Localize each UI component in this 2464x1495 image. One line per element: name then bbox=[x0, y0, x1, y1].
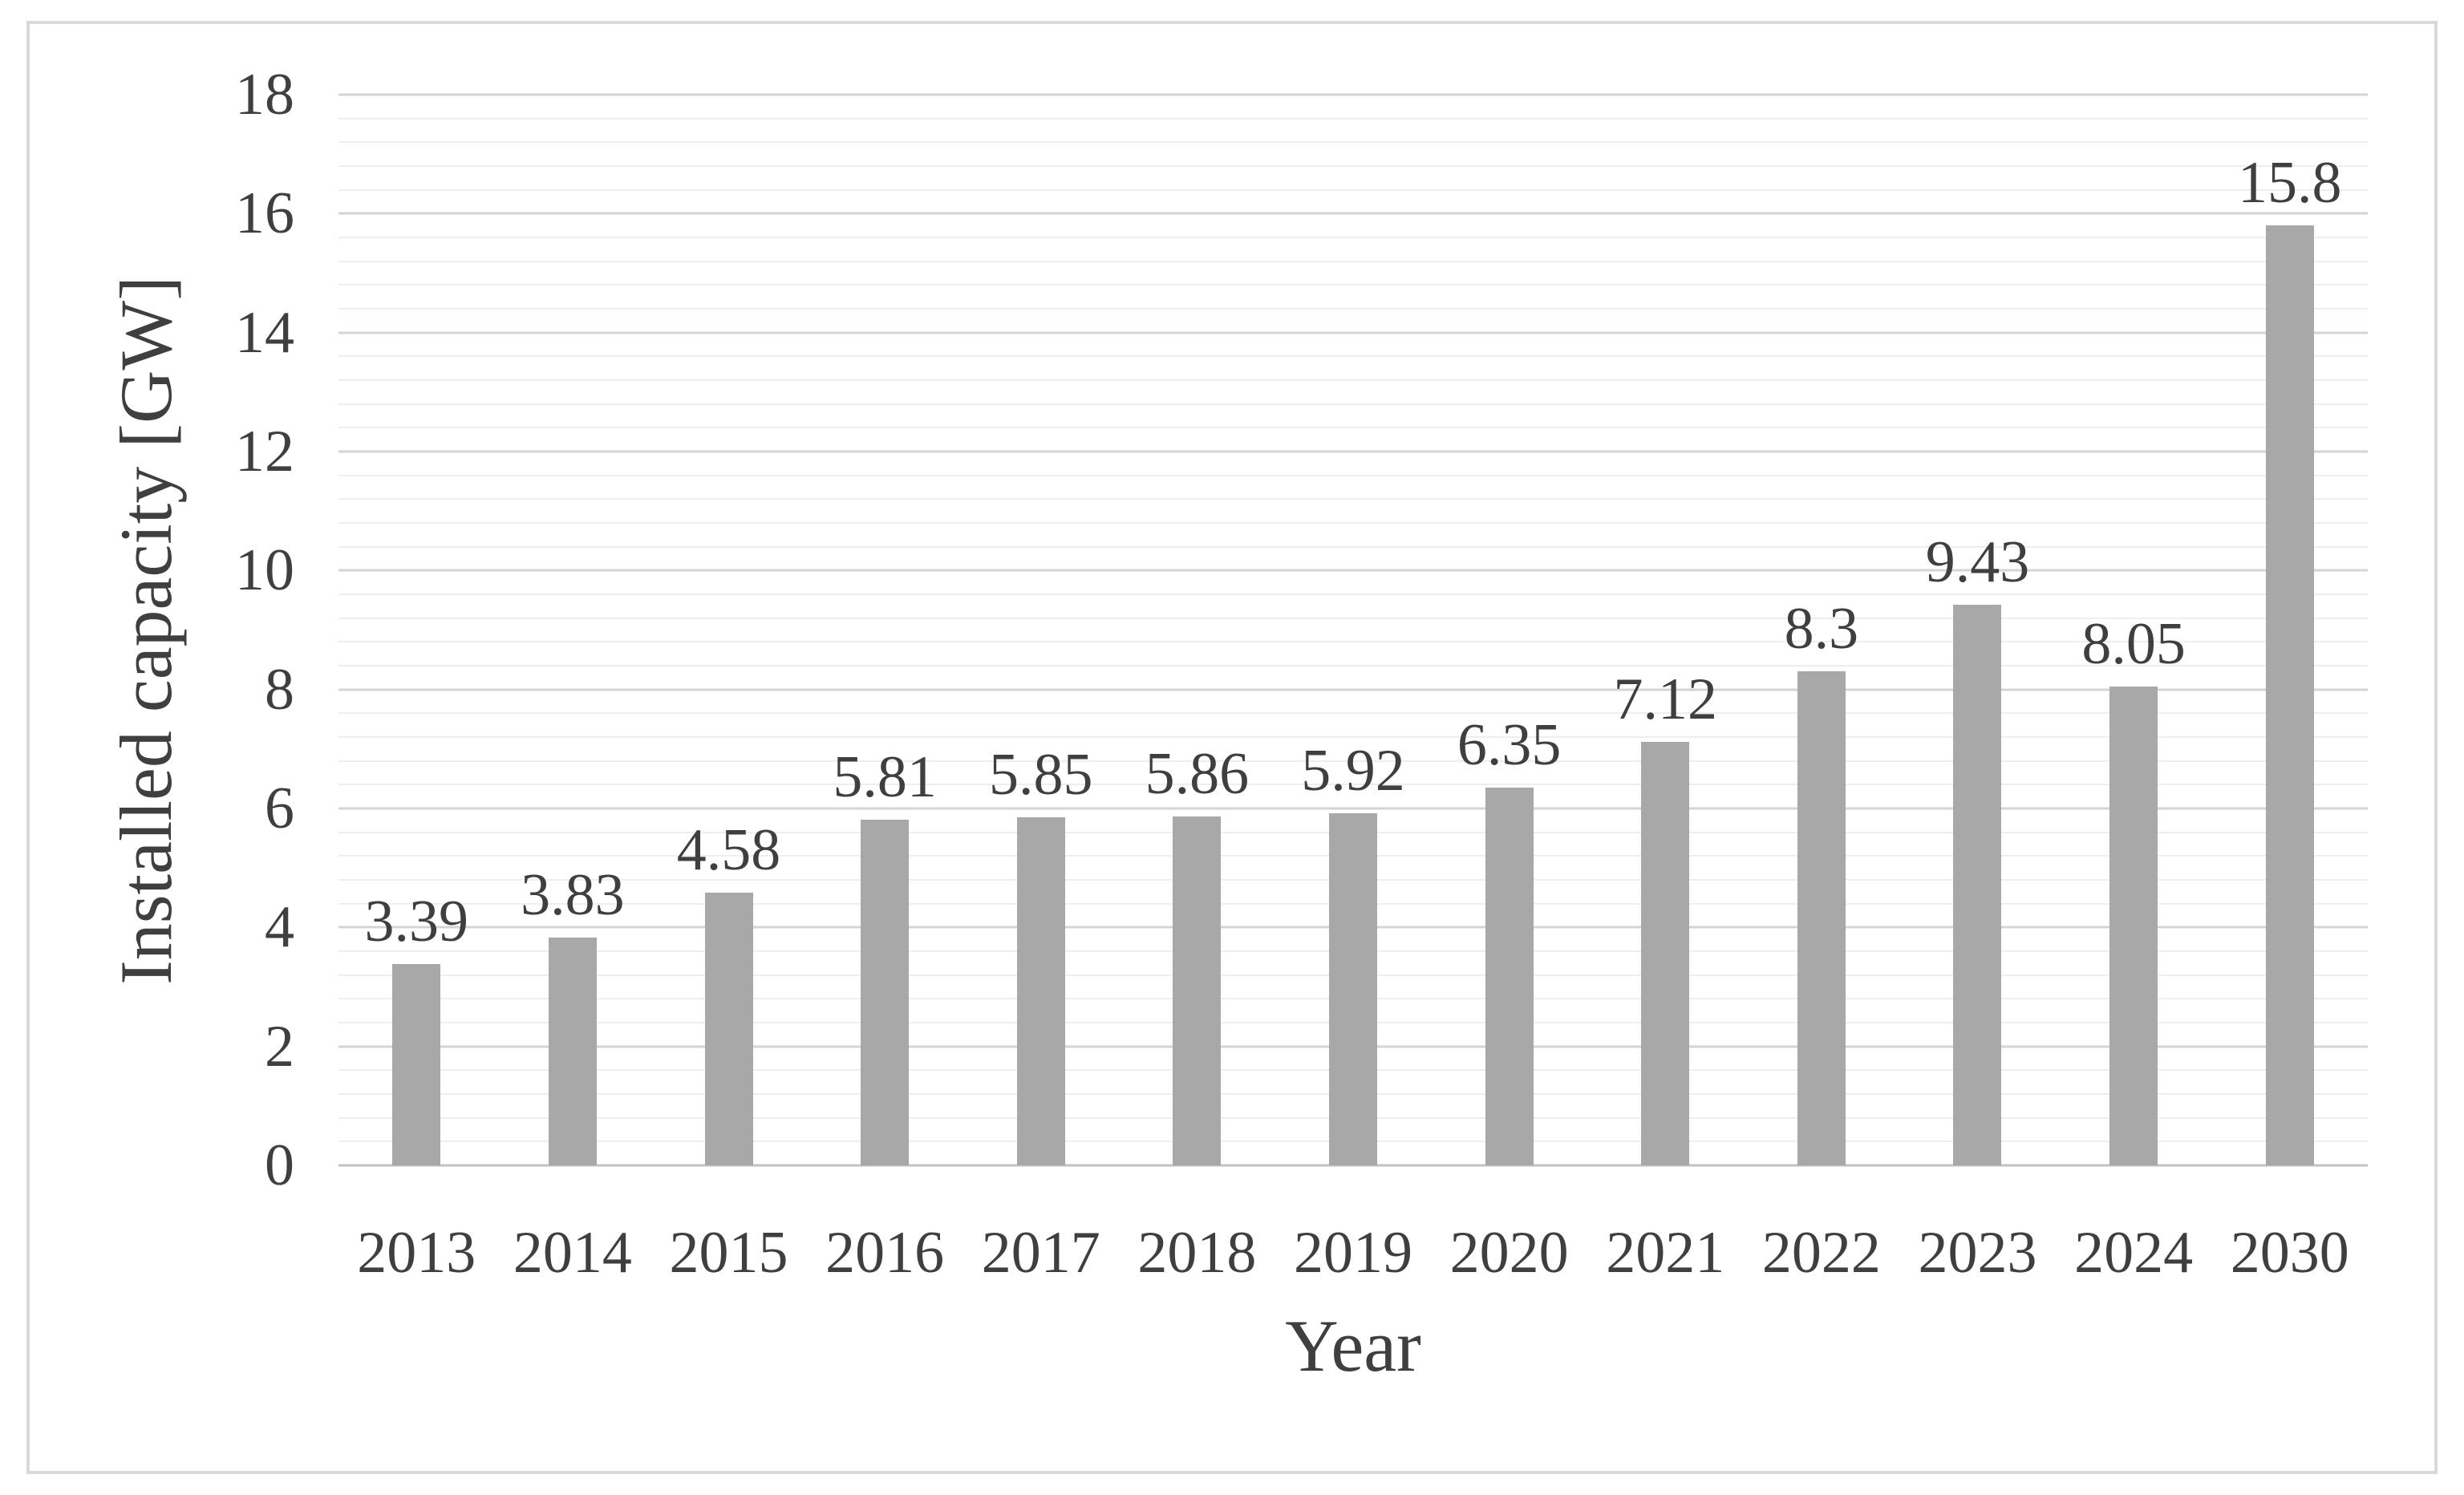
x-tick-label: 2030 bbox=[2230, 1220, 2349, 1286]
gridline-minor bbox=[338, 117, 2368, 120]
bar bbox=[548, 937, 597, 1165]
bar bbox=[1173, 816, 1222, 1165]
bar bbox=[1016, 817, 1065, 1165]
gridline-minor bbox=[338, 427, 2368, 429]
gridline-minor bbox=[338, 284, 2368, 286]
bar-value-label: 3.39 bbox=[364, 888, 469, 954]
y-tick-label: 14 bbox=[235, 299, 294, 366]
y-tick-label: 6 bbox=[265, 776, 294, 841]
bar bbox=[2109, 686, 2158, 1165]
gridline-minor bbox=[338, 188, 2368, 191]
x-tick-label: 2020 bbox=[1449, 1220, 1569, 1286]
bar bbox=[704, 893, 753, 1165]
x-tick-label: 2021 bbox=[1606, 1220, 1725, 1286]
bar-value-label: 4.58 bbox=[676, 817, 781, 884]
bar-value-label: 7.12 bbox=[1613, 666, 1717, 732]
gridline-minor bbox=[338, 237, 2368, 238]
y-tick-label: 16 bbox=[235, 180, 294, 247]
gridline-minor bbox=[338, 141, 2368, 144]
x-tick-label: 2023 bbox=[1918, 1220, 2037, 1286]
gridline-major bbox=[338, 331, 2368, 334]
y-tick-label: 18 bbox=[235, 62, 294, 128]
bar bbox=[392, 963, 441, 1165]
data-labels-layer: 3.39 3.83 4.58 5.81 5.85 5.86 5.92 6.35 7.12 8.3 9… bbox=[338, 95, 2368, 1165]
bar bbox=[2265, 225, 2314, 1165]
y-tick-label: 8 bbox=[265, 656, 294, 723]
gridline-major bbox=[338, 569, 2368, 572]
y-tick-label: 2 bbox=[265, 1013, 294, 1080]
x-tick-label: 2022 bbox=[1761, 1220, 1881, 1286]
bar bbox=[861, 820, 910, 1165]
gridline-minor bbox=[338, 165, 2368, 167]
gridline-minor bbox=[338, 784, 2368, 786]
gridline-minor bbox=[338, 665, 2368, 666]
bar-value-label: 5.81 bbox=[833, 744, 937, 811]
y-tick-label: 10 bbox=[235, 537, 294, 604]
bar-value-label: 5.86 bbox=[1145, 741, 1250, 808]
x-tick-label: 2024 bbox=[2074, 1220, 2194, 1286]
x-tick-label: 2013 bbox=[357, 1220, 476, 1286]
bar-value-label: 8.3 bbox=[1784, 596, 1859, 662]
gridline-minor bbox=[338, 474, 2368, 476]
x-tick-label: 2016 bbox=[825, 1220, 945, 1286]
x-tick-label: 2015 bbox=[669, 1220, 788, 1286]
bar-value-label: 9.43 bbox=[1925, 529, 2030, 595]
bar bbox=[1641, 741, 1690, 1165]
gridline-minor bbox=[338, 736, 2368, 738]
y-tick-labels: 0 2 4 6 8 10 12 14 16 18 bbox=[30, 65, 294, 1195]
bar-value-label: 6.35 bbox=[1457, 712, 1562, 779]
x-tick-label: 2014 bbox=[513, 1220, 632, 1286]
x-tick-label: 2017 bbox=[981, 1220, 1100, 1286]
x-tick-label: 2018 bbox=[1137, 1220, 1257, 1286]
x-tick-label: 2019 bbox=[1294, 1220, 1412, 1286]
chart-figure: Installed capacity [GW] 0 2 4 6 8 10 12 14 16 18 … bbox=[26, 21, 2438, 1474]
x-axis-baseline bbox=[338, 1164, 2368, 1167]
gridline-major bbox=[338, 93, 2368, 96]
bar-value-label: 8.05 bbox=[2081, 610, 2186, 677]
gridline-major bbox=[338, 688, 2368, 691]
gridline-major bbox=[338, 807, 2368, 810]
y-tick-label: 12 bbox=[235, 419, 294, 484]
gridline-minor bbox=[338, 498, 2368, 500]
gridline-minor bbox=[338, 308, 2368, 310]
bar bbox=[1953, 604, 2002, 1165]
gridline-minor bbox=[338, 260, 2368, 262]
bar-value-label: 5.85 bbox=[989, 742, 1093, 808]
bar-value-label: 5.92 bbox=[1301, 737, 1405, 804]
bar bbox=[1485, 788, 1534, 1165]
gridline-minor bbox=[338, 379, 2368, 381]
gridline-minor bbox=[338, 641, 2368, 643]
gridline-major bbox=[338, 212, 2368, 215]
gridline-minor bbox=[338, 712, 2368, 715]
gridline-minor bbox=[338, 760, 2368, 762]
bar-value-label: 15.8 bbox=[2237, 150, 2342, 217]
bars-layer bbox=[338, 95, 2368, 1165]
gridline-minor bbox=[338, 403, 2368, 405]
gridline-minor bbox=[338, 355, 2368, 358]
y-tick-label: 4 bbox=[265, 894, 294, 961]
gridline-minor bbox=[338, 594, 2368, 595]
x-axis-title: Year bbox=[1285, 1305, 1421, 1387]
x-tick-labels: 2013 2014 2015 2016 2017 2018 2019 2020 2021 2022… bbox=[338, 1223, 2368, 1287]
bar bbox=[1797, 671, 1846, 1165]
gridline-minor bbox=[338, 545, 2368, 548]
bar-value-label: 3.83 bbox=[521, 861, 625, 928]
gridline-major bbox=[338, 450, 2368, 453]
gridline-minor bbox=[338, 617, 2368, 619]
y-tick-label: 0 bbox=[265, 1132, 294, 1198]
gridline-minor bbox=[338, 522, 2368, 524]
plot-area: 3.39 3.83 4.58 5.81 5.85 5.86 5.92 6.35 7.12 8.3 9… bbox=[338, 93, 2368, 1167]
bar bbox=[1329, 812, 1377, 1165]
